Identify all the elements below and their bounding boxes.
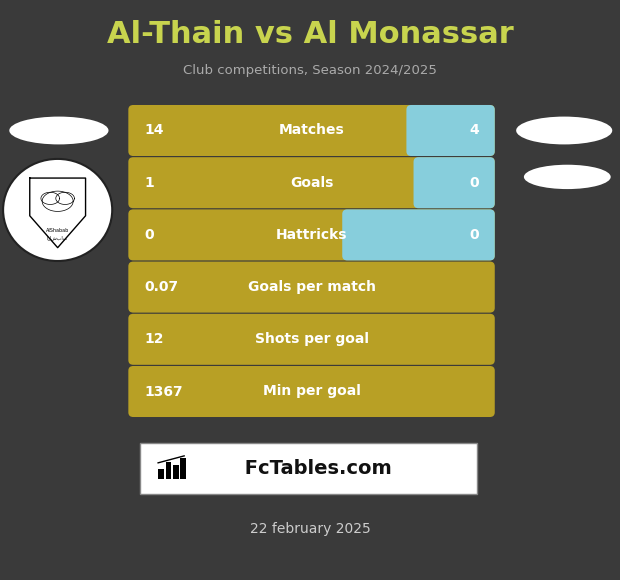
FancyBboxPatch shape [128,262,495,313]
FancyBboxPatch shape [407,105,495,156]
Text: Goals: Goals [290,176,333,190]
Ellipse shape [516,117,613,144]
Circle shape [3,159,112,261]
Text: 1: 1 [144,176,154,190]
Text: 4: 4 [469,124,479,137]
Text: Al-Thain vs Al Monassar: Al-Thain vs Al Monassar [107,20,513,49]
FancyBboxPatch shape [128,209,495,260]
FancyBboxPatch shape [414,157,495,208]
Text: 14: 14 [144,124,164,137]
Text: Matches: Matches [278,124,345,137]
FancyBboxPatch shape [140,443,477,494]
Text: Hattricks: Hattricks [276,228,347,242]
FancyBboxPatch shape [166,462,171,479]
Text: Goals per match: Goals per match [247,280,376,294]
Text: Club competitions, Season 2024/2025: Club competitions, Season 2024/2025 [183,64,437,77]
Text: Min per goal: Min per goal [263,385,360,398]
Text: 1367: 1367 [144,385,183,398]
Text: Shots per goal: Shots per goal [255,332,368,346]
FancyBboxPatch shape [128,105,495,156]
FancyBboxPatch shape [180,458,186,479]
Text: 0: 0 [469,228,479,242]
Text: 0: 0 [144,228,154,242]
Text: AlShabab: AlShabab [46,228,69,233]
FancyBboxPatch shape [128,366,495,417]
Ellipse shape [524,165,611,189]
FancyBboxPatch shape [158,469,164,479]
Text: FcTables.com: FcTables.com [238,459,392,478]
FancyBboxPatch shape [128,157,495,208]
FancyBboxPatch shape [173,465,179,479]
Text: 12: 12 [144,332,164,346]
Ellipse shape [9,117,108,144]
Text: 0.07: 0.07 [144,280,179,294]
FancyBboxPatch shape [342,209,495,260]
Text: 22 february 2025: 22 february 2025 [250,522,370,536]
Text: الشباب: الشباب [47,235,68,240]
FancyBboxPatch shape [128,314,495,365]
Text: 0: 0 [469,176,479,190]
